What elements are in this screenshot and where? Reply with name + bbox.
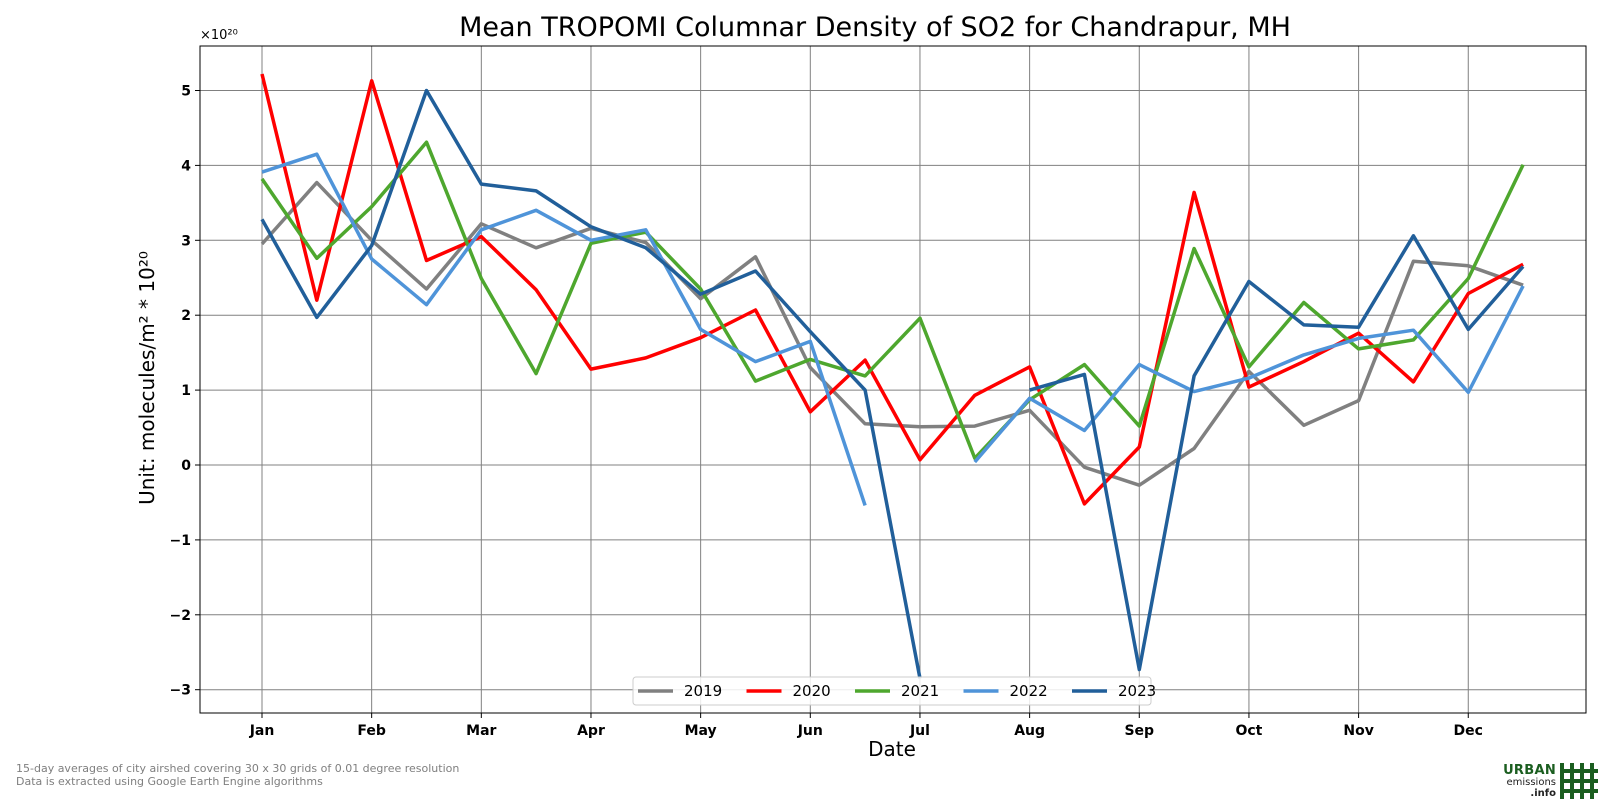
series-line-2020	[260, 73, 1524, 506]
footnote-resolution: 15-day averages of city airshed covering…	[16, 762, 460, 775]
series-line-2023	[1029, 234, 1525, 672]
legend-label-2020: 2020	[793, 682, 831, 700]
grid-logo-icon	[1560, 763, 1598, 799]
y-tick-label: 2	[181, 308, 191, 324]
y-tick-label: 3	[181, 233, 191, 249]
y-axis-title: Unit: molecules/m² * 10²⁰	[135, 251, 159, 505]
chart-title: Mean TROPOMI Columnar Density of SO2 for…	[459, 12, 1291, 43]
y-tick-label: −3	[170, 683, 191, 699]
series-line-2021	[260, 140, 1525, 461]
x-tick-label: Jan	[249, 723, 275, 739]
x-tick-label: Aug	[1014, 723, 1045, 739]
x-tick-label: Mar	[466, 723, 496, 739]
series-line-2022	[261, 152, 867, 506]
series-line-2019	[260, 180, 1524, 487]
x-tick-label: Nov	[1343, 723, 1373, 739]
footnote-source: Data is extracted using Google Earth Eng…	[16, 775, 323, 788]
plot-frame	[199, 45, 1587, 714]
x-ticks: Jan Feb Mar Apr May Jun Jul Aug Sep Oct Nov Dec	[249, 713, 1483, 739]
x-tick-label: Feb	[357, 723, 386, 739]
x-tick-label: Dec	[1454, 723, 1483, 739]
x-tick-label: Jun	[797, 723, 823, 739]
legend-label-2021: 2021	[901, 682, 939, 700]
legend-label-2019: 2019	[684, 682, 722, 700]
series-lines	[260, 73, 1525, 679]
y-tick-label: −2	[170, 608, 191, 624]
x-axis-title: Date	[868, 737, 916, 761]
x-tick-label: May	[685, 723, 717, 739]
logo-text-emissions: emissions	[1506, 777, 1556, 788]
logo-text-urban: URBAN	[1503, 763, 1556, 778]
y-tick-label: 1	[181, 383, 191, 399]
y-ticks: −3 −2 −1 0 1 2 3 4 5	[170, 84, 200, 699]
y-tick-label: −1	[170, 533, 191, 549]
y-tick-label: 0	[181, 458, 191, 474]
y-tick-label: 5	[181, 84, 191, 100]
urban-emissions-logo: URBAN emissions .info	[1498, 761, 1598, 800]
x-tick-label: Oct	[1235, 723, 1262, 739]
legend-box	[632, 676, 1152, 706]
y-tick-label: 4	[181, 158, 191, 174]
logo-text-info: .info	[1530, 788, 1556, 799]
legend: 2019 2020 2021 2022 2023	[632, 676, 1156, 706]
y-axis-offset-label: ×10²⁰	[200, 28, 238, 43]
x-tick-label: Sep	[1124, 723, 1154, 739]
x-tick-label: Apr	[577, 723, 605, 739]
x-tick-label: Jul	[909, 723, 930, 739]
legend-label-2023: 2023	[1118, 682, 1156, 700]
series-line-2023	[260, 88, 922, 679]
legend-label-2022: 2022	[1010, 682, 1048, 700]
series-line-2022	[973, 285, 1525, 464]
